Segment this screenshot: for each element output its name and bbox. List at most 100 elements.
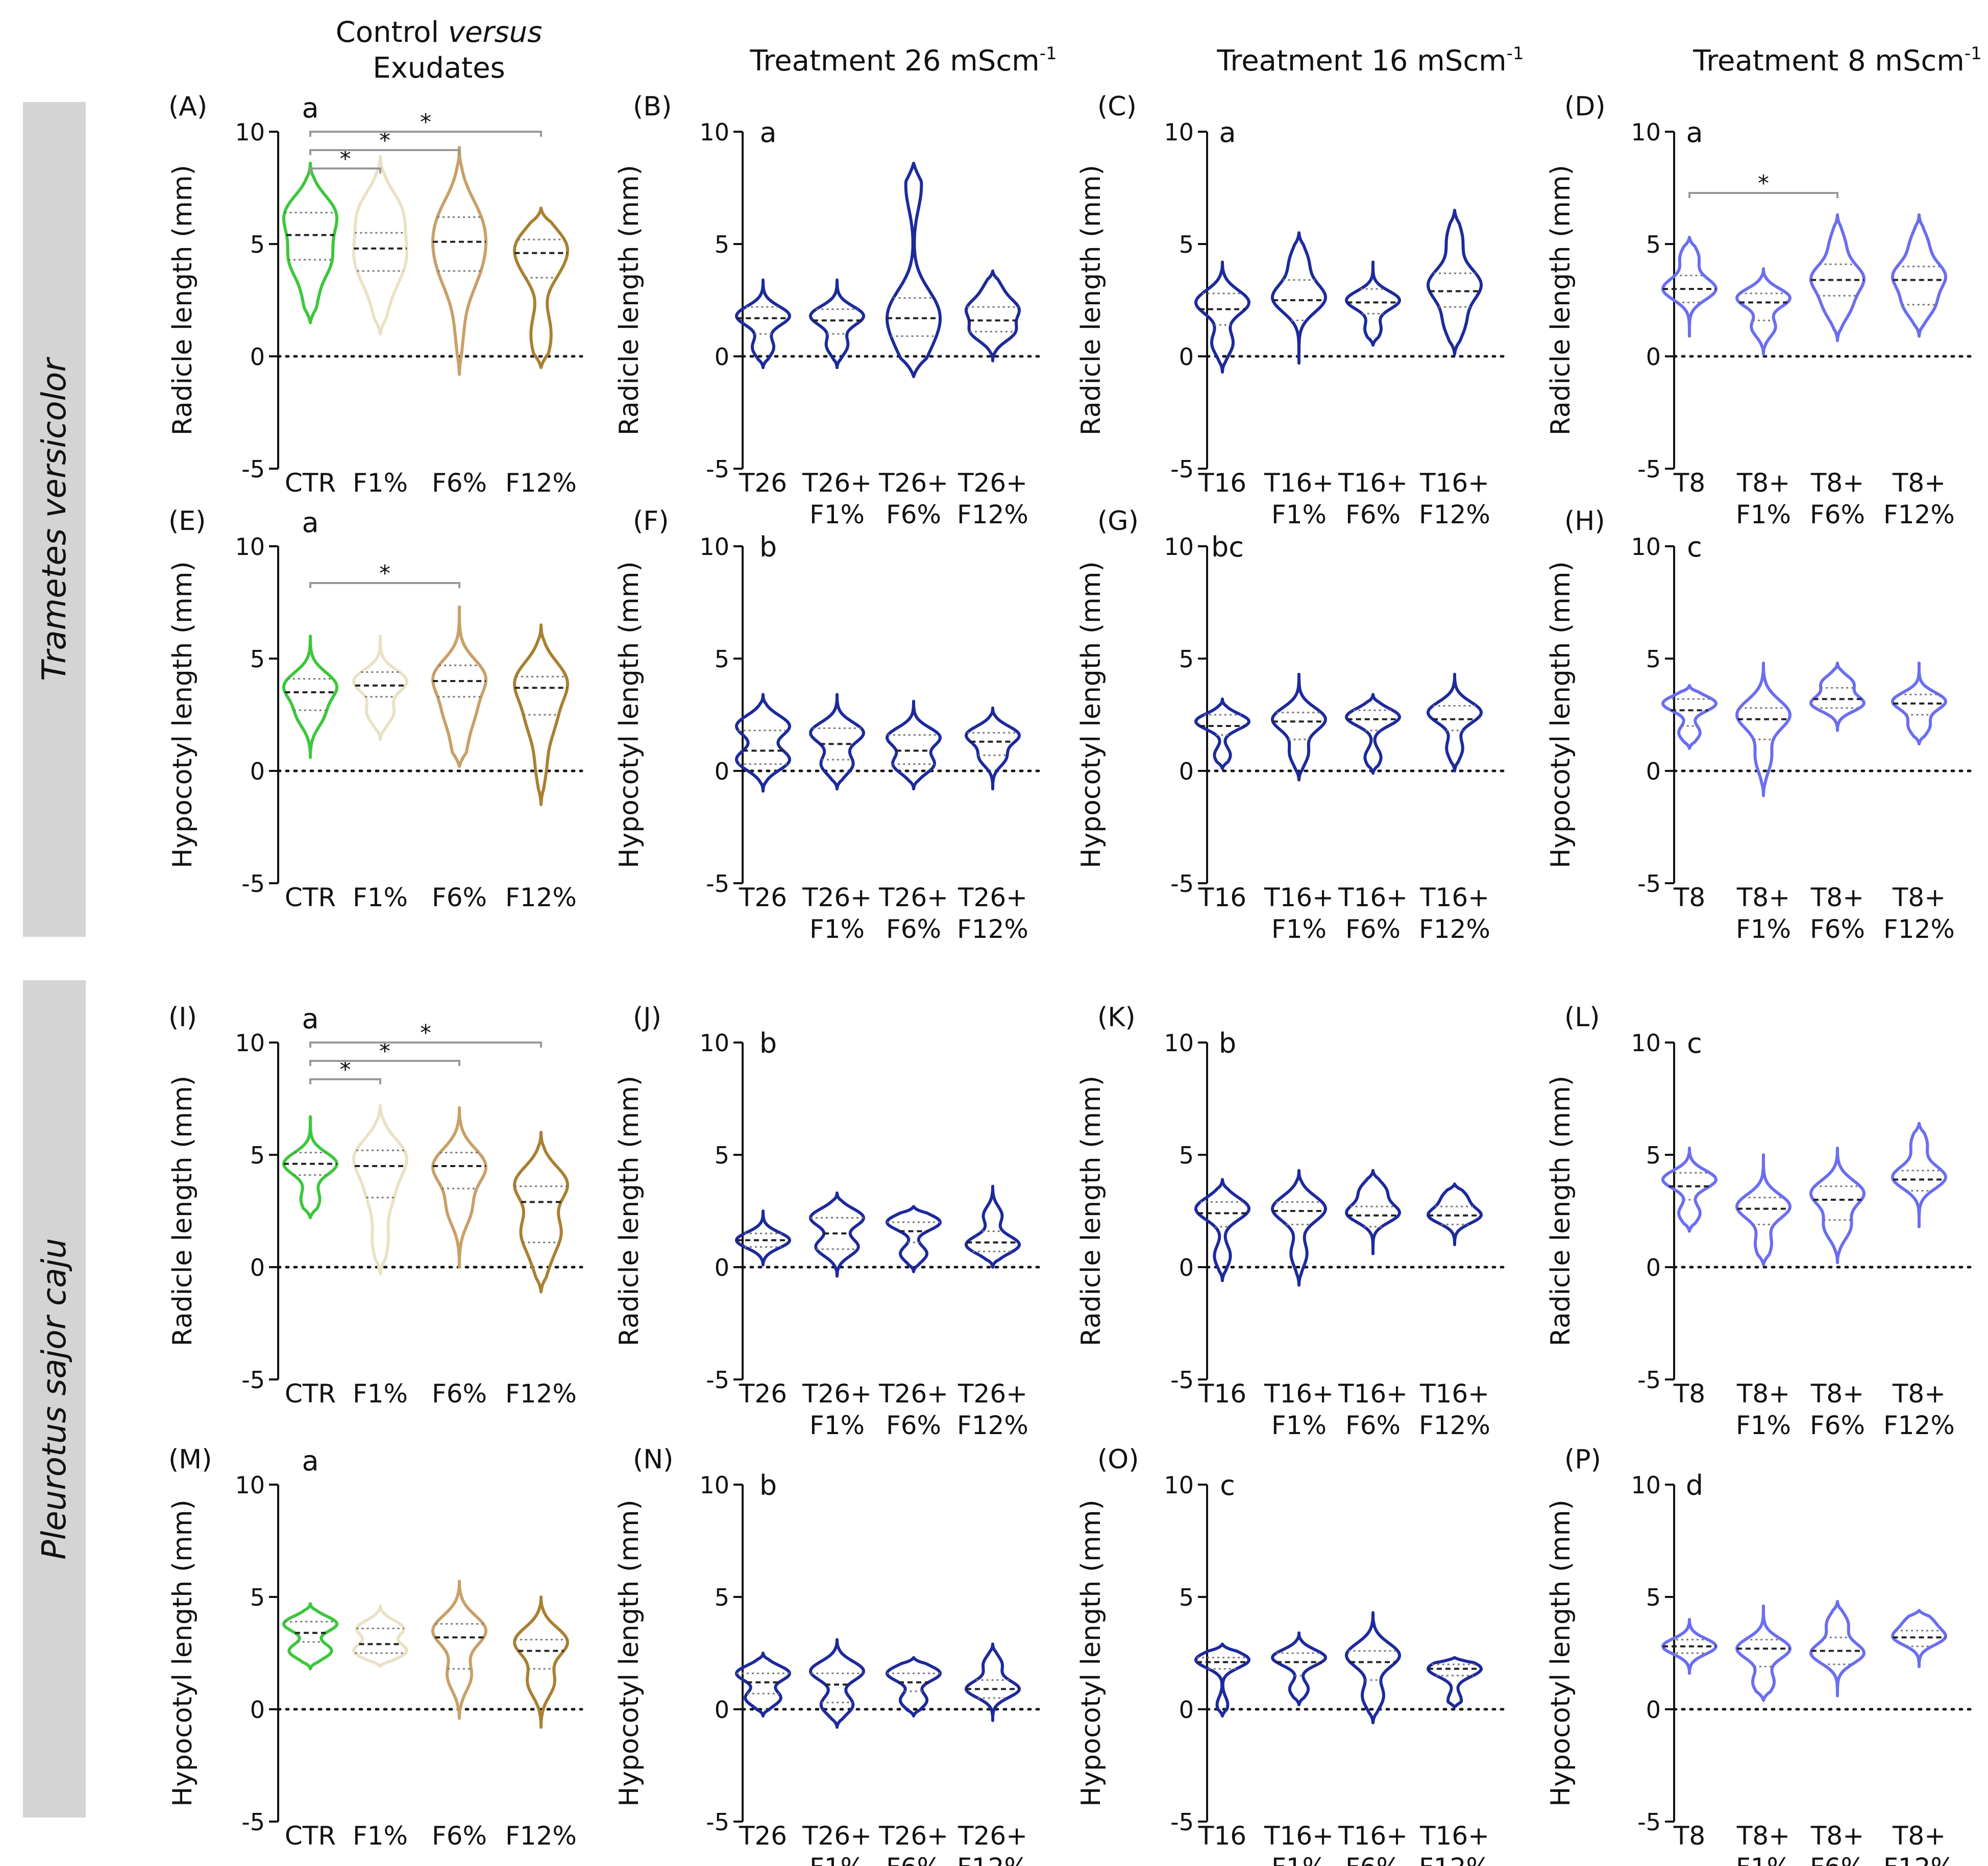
x-tick-label: F12% <box>957 1853 1028 1866</box>
x-tick-label: F6% <box>1810 500 1865 529</box>
x-tick-label: T8+ <box>1736 1821 1790 1851</box>
x-tick-label: T8+ <box>1892 468 1946 498</box>
y-tick-label: 10 <box>1631 533 1661 561</box>
y-tick-label: 5 <box>1646 645 1661 673</box>
x-tick-label: F6% <box>1810 914 1865 944</box>
x-tick-label: F12% <box>1883 1411 1955 1440</box>
significance-star: * <box>1758 171 1769 197</box>
significance-bracket <box>309 131 542 137</box>
x-tick-label: F6% <box>1345 914 1401 944</box>
panel-label: (G) <box>1097 506 1139 537</box>
violin-1 <box>809 278 865 369</box>
violin-3 <box>513 1131 569 1294</box>
violin-1 <box>809 1191 865 1278</box>
y-tick-label: 5 <box>715 231 729 258</box>
x-tick-label: F12% <box>1883 500 1955 529</box>
col-header-8-text: Treatment 8 mScm <box>1692 44 1965 78</box>
y-tick-label: 0 <box>1179 1696 1194 1724</box>
y-tick-label: 0 <box>1179 758 1194 785</box>
violin-1 <box>352 1104 408 1276</box>
significance-bracket <box>309 167 381 174</box>
group-letter: c <box>1220 1469 1235 1501</box>
panel-M: (M) a 10 5 0 -5 Hypocotyl length (mm) CTR F1% F6%… <box>167 1444 583 1851</box>
x-tick-label: F6% <box>432 468 487 498</box>
violin-2 <box>1809 1146 1866 1265</box>
significance-star: * <box>340 1057 351 1083</box>
y-tick-label: 0 <box>250 758 265 785</box>
x-tick-label: T16+ <box>1419 1379 1489 1409</box>
group-letter: b <box>1219 1027 1236 1059</box>
x-tick-label: F1% <box>353 1821 408 1851</box>
x-tick-label: F12% <box>505 1379 577 1409</box>
x-tick-label: T16 <box>1198 468 1246 498</box>
group-letter: b <box>759 1027 777 1059</box>
col-header-control-italic: versus <box>448 16 542 49</box>
col-header-16-text: Treatment 16 mScm <box>1216 44 1506 78</box>
violin-0 <box>1661 684 1717 750</box>
x-tick-label: T26+ <box>878 883 948 912</box>
x-tick-label: T8+ <box>1736 883 1790 912</box>
x-tick-label: T8+ <box>1810 1379 1864 1409</box>
panel-label: (H) <box>1564 506 1605 537</box>
y-axis-title: Radicle length (mm) <box>167 1076 198 1346</box>
panel-label: (C) <box>1097 91 1137 122</box>
y-axis-title: Radicle length (mm) <box>167 165 198 435</box>
violin-2 <box>431 146 487 376</box>
x-tick-label: F1% <box>1736 1853 1791 1866</box>
violin-1 <box>809 1638 865 1729</box>
y-axis-title: Hypocotyl length (mm) <box>1076 561 1107 868</box>
x-tick-label: T16+ <box>1419 883 1489 912</box>
x-tick-label: T16 <box>1198 1379 1246 1409</box>
y-tick-label: 0 <box>1646 1254 1661 1281</box>
panel-label: (D) <box>1564 91 1606 122</box>
violin-1 <box>352 635 408 741</box>
y-tick-label: 10 <box>235 118 265 146</box>
x-tick-label: T16 <box>1198 883 1246 912</box>
x-tick-label: T26+ <box>958 1821 1027 1851</box>
panel-label: (M) <box>168 1444 212 1475</box>
x-tick-label: T26+ <box>878 1379 948 1409</box>
y-axis-title: Radicle length (mm) <box>614 1076 645 1346</box>
col-header-control-line2: Exudates <box>373 52 505 85</box>
y-axis-title: Hypocotyl length (mm) <box>167 1499 198 1806</box>
significance-bracket <box>309 1041 542 1048</box>
x-tick-label: CTR <box>285 883 336 912</box>
violin-0 <box>1194 1642 1250 1718</box>
significance-bracket <box>309 149 460 155</box>
violin-2 <box>886 161 942 378</box>
x-tick-label: T8+ <box>1736 468 1790 498</box>
group-letter: d <box>1686 1469 1703 1501</box>
x-tick-label: T16+ <box>1419 1821 1489 1851</box>
y-axis-title: Hypocotyl length (mm) <box>167 561 198 868</box>
x-tick-label: F6% <box>432 883 487 912</box>
x-tick-label: F1% <box>353 468 408 498</box>
y-tick-label: 10 <box>699 118 729 146</box>
violin-1 <box>1735 661 1791 797</box>
x-tick-label: T16+ <box>1419 468 1489 498</box>
x-tick-label: T16 <box>1198 1821 1246 1851</box>
x-tick-label: T16+ <box>1338 883 1408 912</box>
y-tick-label: 10 <box>1631 118 1661 146</box>
violin-1 <box>1271 672 1327 782</box>
x-tick-label: T26+ <box>958 883 1027 912</box>
violin-3 <box>965 706 1021 791</box>
significance-star: * <box>420 109 431 135</box>
violin-3 <box>965 1642 1021 1722</box>
group-letter: a <box>302 506 318 539</box>
y-tick-label: 0 <box>1646 1696 1661 1724</box>
x-tick-label: F1% <box>1271 1853 1327 1866</box>
x-tick-label: F12% <box>957 500 1028 529</box>
x-tick-label: F12% <box>1419 1411 1490 1440</box>
violin-1 <box>352 1604 408 1668</box>
violin-0 <box>1661 1618 1717 1675</box>
x-tick-label: T26+ <box>958 468 1027 498</box>
x-tick-label: F12% <box>957 914 1028 944</box>
x-tick-label: T26 <box>739 1379 787 1409</box>
significance-star: * <box>420 1020 431 1046</box>
y-tick-label: -5 <box>241 870 265 898</box>
group-letter: c <box>1687 1027 1702 1059</box>
x-tick-label: F1% <box>809 500 865 529</box>
x-tick-label: T26+ <box>958 1379 1027 1409</box>
